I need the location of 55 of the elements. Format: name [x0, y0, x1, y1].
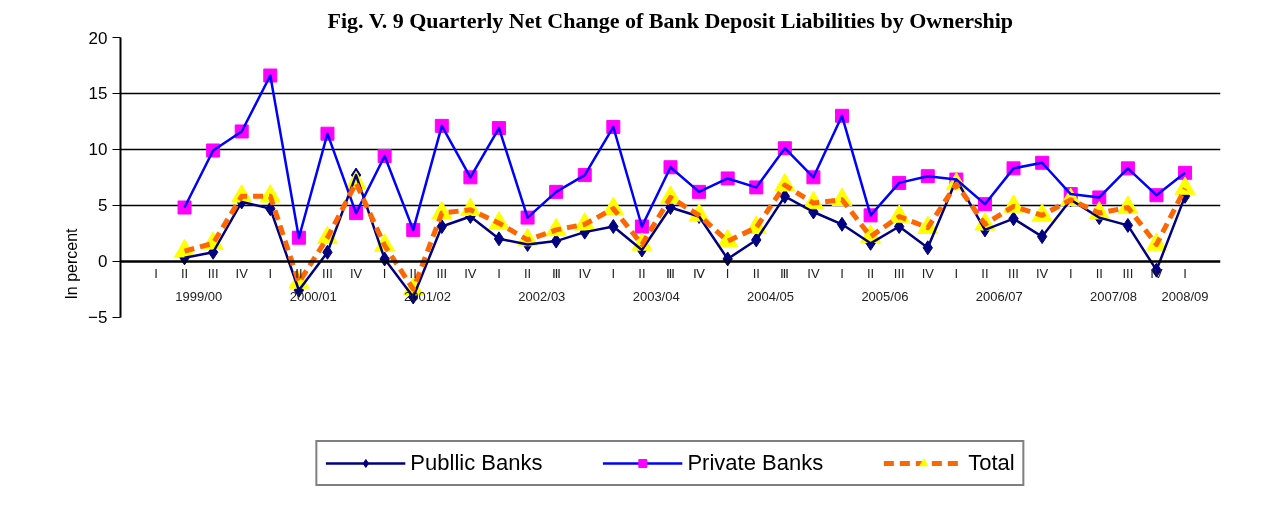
- x-tick-label: III: [207, 266, 219, 282]
- x-tick-label: I: [154, 266, 158, 282]
- x-tick-label: IV: [921, 266, 935, 282]
- x-tick-label: IV: [1035, 266, 1049, 282]
- legend-label: Private Banks: [687, 450, 824, 476]
- annotation: 2003/04: [632, 289, 680, 305]
- x-tick-label: III: [893, 266, 905, 282]
- chart-title: Fig. V. 9 Quarterly Net Change of Bank Deposit Liabilities by Ownership: [327, 7, 1014, 33]
- legend-label: Publlic Banks: [410, 450, 543, 476]
- x-tick-label: II: [981, 266, 989, 282]
- x-tick-label: IV: [464, 266, 477, 282]
- x-tick-label: III: [1008, 266, 1019, 282]
- y-tick-label: −5: [88, 308, 108, 328]
- x-tick-label: III: [436, 266, 448, 282]
- x-tick-label: I: [725, 266, 730, 282]
- x-tick-label: I: [268, 266, 273, 282]
- x-tick-label: III: [322, 266, 333, 282]
- x-tick-label: I: [611, 266, 616, 282]
- x-tick-label: II: [638, 266, 646, 282]
- x-tick-label: IV: [578, 266, 592, 282]
- annotation: 2004/05: [747, 289, 795, 305]
- y-tick-label: 0: [98, 252, 108, 272]
- x-tick-label: Ⅲ: [551, 266, 561, 282]
- x-tick-label: I: [840, 266, 844, 282]
- x-tick-label: II: [752, 266, 760, 282]
- x-tick-label: II: [180, 266, 189, 282]
- x-tick-label: IV: [807, 266, 820, 282]
- legend-label: Total: [968, 450, 1015, 476]
- y-tick-label: 10: [88, 140, 108, 160]
- x-tick-label: I: [1183, 266, 1187, 282]
- annotation: 2006/07: [975, 289, 1023, 305]
- x-tick-label: I: [954, 266, 959, 282]
- y-tick-label: 5: [98, 196, 108, 216]
- x-tick-label: I: [497, 266, 501, 282]
- x-tick-label: IV: [349, 266, 363, 282]
- annotation: 2007/08: [1090, 289, 1138, 305]
- x-tick-label: IV: [235, 266, 249, 282]
- x-tick-label: II: [866, 266, 875, 282]
- y-tick-label: 20: [88, 28, 108, 48]
- annotation: 2002/03: [518, 289, 566, 305]
- x-tick-label: III: [1122, 266, 1134, 282]
- x-tick-label: II: [409, 266, 417, 282]
- x-tick-label: Ⅳ: [693, 266, 706, 282]
- y-axis-title: In percent: [63, 227, 81, 300]
- x-tick-label: II: [1095, 266, 1103, 282]
- annotation: 2005/06: [861, 289, 909, 305]
- x-tick-label: Ⅲ: [780, 266, 790, 282]
- y-tick-label: 15: [88, 84, 108, 104]
- annotation: 1999/00: [175, 289, 223, 305]
- x-tick-label: Ⅲ: [666, 266, 675, 282]
- annotation: 2000/01: [289, 289, 337, 305]
- annotation: 2008/09: [1161, 289, 1209, 305]
- x-tick-label: I: [1068, 266, 1073, 282]
- x-tick-label: I: [382, 266, 387, 282]
- x-tick-label: II: [523, 266, 532, 282]
